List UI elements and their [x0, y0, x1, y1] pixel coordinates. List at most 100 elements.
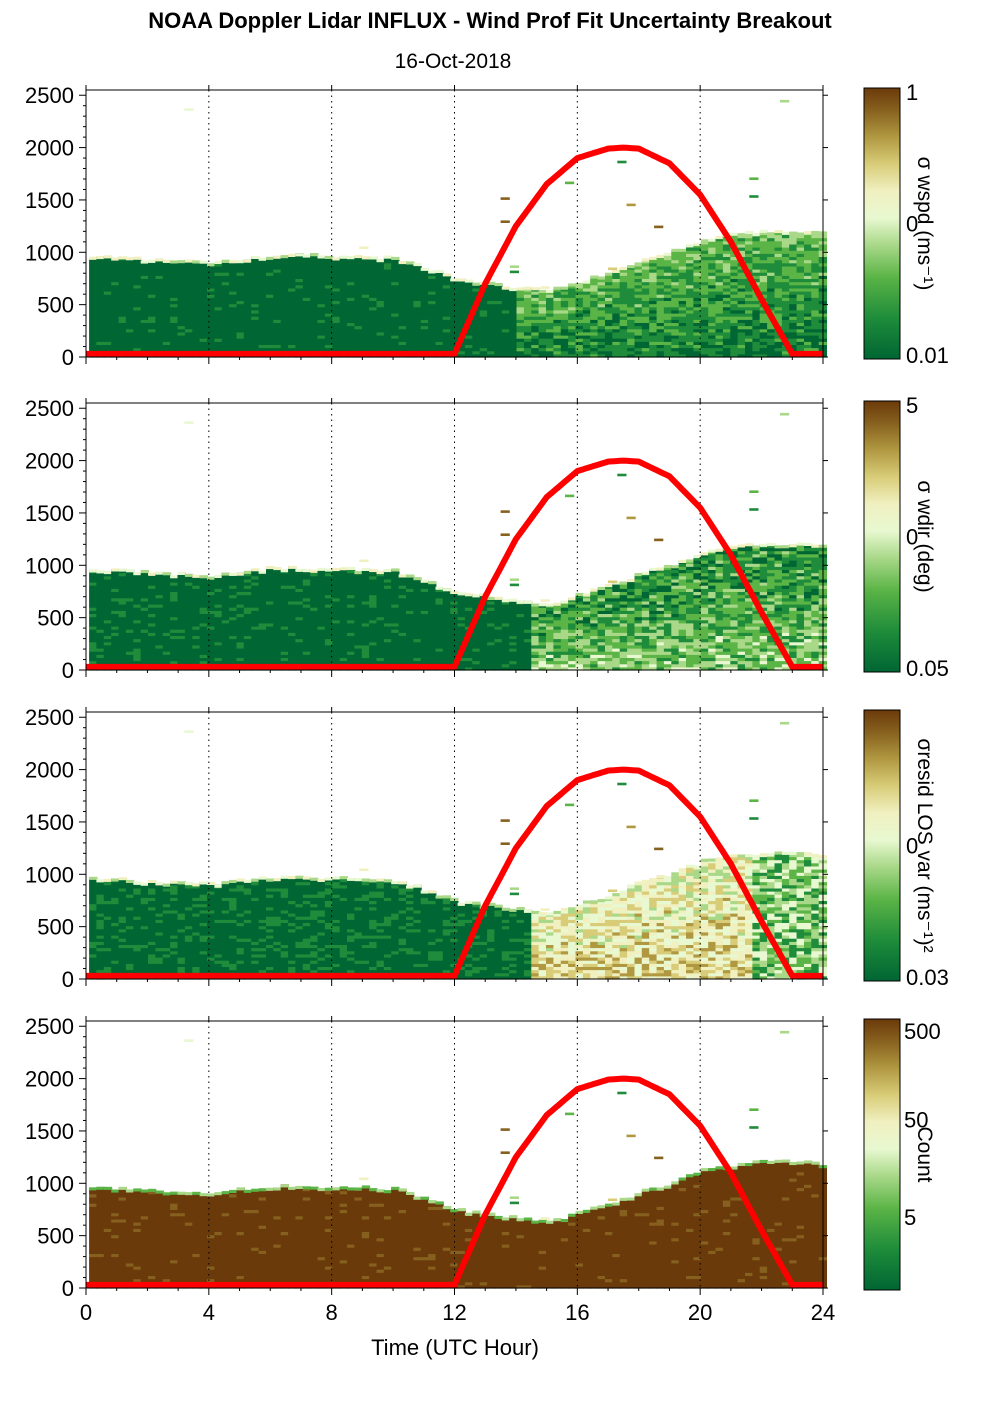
heatmap-cell: [479, 319, 488, 323]
heatmap-cell: [288, 297, 297, 301]
heatmap-cell: [140, 341, 149, 345]
heatmap-cell: [184, 108, 194, 111]
heatmap-cell: [479, 328, 488, 333]
heatmap-cell: [266, 300, 275, 305]
heatmap-cell: [140, 272, 149, 276]
heatmap-cell: [295, 588, 304, 592]
heatmap-cell: [177, 594, 186, 599]
heatmap-cell: [266, 309, 275, 314]
heatmap-cell: [575, 350, 584, 355]
heatmap-cell: [435, 594, 444, 599]
heatmap-cell: [243, 644, 253, 649]
heatmap-cell: [133, 654, 142, 658]
heatmap-cell: [214, 325, 223, 330]
heatmap-cell: [582, 328, 592, 333]
heatmap-cell: [590, 306, 599, 311]
heatmap-cell: [472, 325, 481, 330]
heatmap-cell: [789, 341, 798, 345]
heatmap-cell: [450, 291, 459, 295]
heatmap-cell: [406, 331, 415, 336]
heatmap-cell: [302, 588, 312, 592]
heatmap-cell: [125, 569, 135, 573]
heatmap-cell: [317, 619, 326, 624]
heatmap-cell: [678, 344, 687, 349]
heatmap-cell: [457, 319, 466, 323]
heatmap-cell: [310, 319, 319, 323]
heatmap-cell: [413, 613, 422, 618]
heatmap-cell: [243, 300, 253, 305]
heatmap-cell: [118, 585, 127, 589]
heatmap-cell: [125, 300, 135, 305]
heatmap-cell: [221, 572, 230, 576]
heatmap-cell: [627, 344, 636, 349]
heatmap-cell: [243, 613, 253, 618]
heatmap-cell: [177, 309, 186, 314]
heatmap-cell: [376, 585, 385, 589]
heatmap-cell: [89, 622, 98, 627]
heatmap-cell: [391, 619, 400, 624]
heatmap-cell: [730, 341, 739, 345]
heatmap-cell: [251, 272, 260, 276]
heatmap-cell: [199, 619, 208, 624]
heatmap-cell: [376, 648, 385, 652]
heatmap-cell: [678, 278, 687, 283]
heatmap-cell: [560, 313, 570, 317]
heatmap-cell: [678, 319, 687, 323]
heatmap-cell: [207, 322, 216, 327]
heatmap-cell: [214, 341, 223, 345]
heatmap-cell: [811, 281, 820, 286]
heatmap-cell: [560, 294, 570, 298]
heatmap-cell: [442, 338, 452, 342]
heatmap-cell: [125, 328, 135, 333]
heatmap-cell: [494, 632, 503, 636]
heatmap-cell: [553, 347, 562, 352]
heatmap-cell: [236, 331, 245, 336]
heatmap-cell: [177, 629, 186, 633]
heatmap-cell: [317, 613, 326, 618]
heatmap-cell: [236, 594, 245, 599]
heatmap-cell: [177, 300, 186, 305]
heatmap-cell: [406, 281, 415, 286]
heatmap-cell: [686, 244, 695, 248]
heatmap-cell: [811, 269, 820, 273]
heatmap-cell: [258, 275, 267, 279]
heatmap-cell: [177, 613, 186, 618]
heatmap-cell: [634, 331, 643, 336]
heatmap-cell: [789, 306, 798, 311]
heatmap-cell: [148, 278, 157, 283]
heatmap-cell: [708, 281, 717, 286]
heatmap-cell: [464, 641, 474, 646]
heatmap-cell: [376, 328, 385, 333]
heatmap-cell: [811, 278, 820, 283]
heatmap-cell: [428, 287, 437, 292]
heatmap-cell: [162, 607, 172, 611]
heatmap-cell: [155, 347, 164, 352]
heatmap-cell: [273, 657, 282, 662]
heatmap-cell: [295, 325, 304, 330]
heatmap-cell: [708, 300, 717, 305]
heatmap-cell: [89, 648, 98, 652]
heatmap-cell: [678, 256, 687, 261]
heatmap-cell: [494, 297, 503, 301]
heatmap-cell: [693, 281, 702, 286]
heatmap-cell: [523, 331, 533, 336]
heatmap-cell: [96, 294, 105, 298]
heatmap-cell: [693, 335, 702, 339]
heatmap-cell: [295, 300, 304, 305]
heatmap-cell: [383, 275, 393, 279]
heatmap-cell: [288, 591, 297, 596]
heatmap-cell: [243, 284, 253, 289]
heatmap-cell: [811, 284, 820, 289]
heatmap-cell: [568, 331, 577, 336]
heatmap-cell: [229, 578, 238, 583]
heatmap-cell: [811, 300, 820, 305]
heatmap-cell: [140, 604, 149, 608]
heatmap-cell: [369, 297, 378, 301]
heatmap-cell: [575, 347, 584, 352]
heatmap-cell: [781, 231, 791, 235]
heatmap-cell: [243, 303, 253, 308]
heatmap-cell: [361, 648, 371, 652]
heatmap-cell: [627, 322, 636, 327]
heatmap-cell: [273, 278, 282, 283]
heatmap-cell: [273, 328, 282, 333]
